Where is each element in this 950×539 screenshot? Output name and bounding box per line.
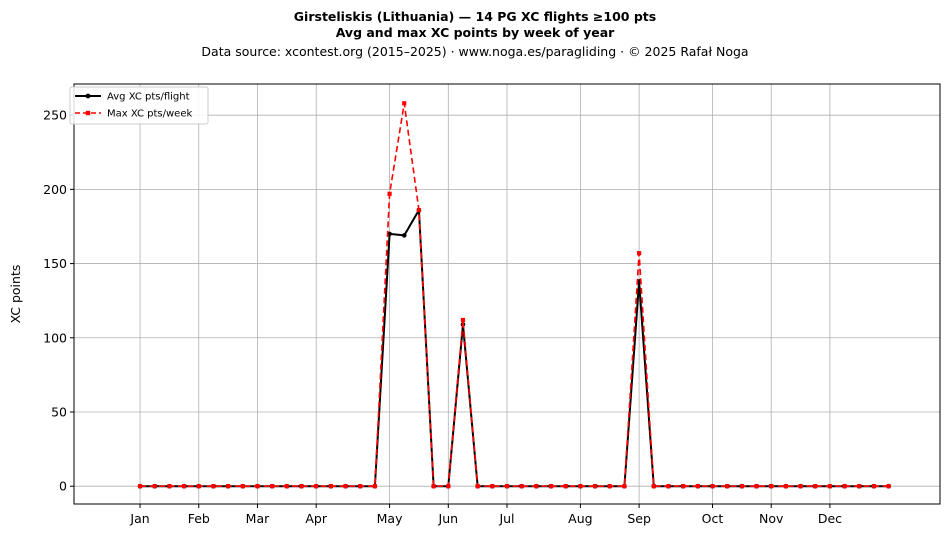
point-avg [401,233,407,238]
x-tick-label: Jul [498,511,514,526]
point-max [240,484,245,489]
point-max [519,484,524,489]
x-tick-label: Oct [702,511,724,526]
point-max [842,484,847,489]
legend: Avg XC pts/flight Max XC pts/week [69,86,209,125]
point-max [181,484,187,489]
series-layer [137,101,891,489]
point-max [137,484,143,489]
point-max [813,484,818,489]
legend-marker-max [85,110,91,116]
x-tick-label: Mar [246,511,270,526]
point-max [710,484,715,489]
y-axis-label: XC points [8,265,23,324]
legend-box [69,86,209,125]
point-max [695,484,700,489]
point-max [416,208,422,213]
point-max [739,484,744,489]
point-max [372,484,377,489]
point-max [196,484,201,489]
y-tick-label: 150 [43,256,67,271]
legend-label-max: Max XC pts/week [107,109,192,120]
point-max [637,251,642,256]
point-max [343,484,348,489]
point-max [299,484,304,489]
y-tick-label: 0 [59,479,67,494]
point-max [328,484,333,489]
point-max [622,484,627,489]
x-tick-label: Feb [188,511,210,526]
point-max [725,484,730,489]
point-max [548,484,554,489]
point-max [504,484,510,489]
point-max [475,484,480,489]
point-max [666,484,671,489]
x-tick-label: Aug [568,511,592,526]
point-max [446,484,451,489]
point-max [270,484,275,489]
legend-marker-avg [85,93,91,99]
y-tick-label: 250 [43,108,67,123]
x-tick-label: Jan [129,511,149,526]
chart-subtitle: Avg and max XC points by week of year [336,25,615,40]
point-max [490,484,495,489]
x-tick-label: Jun [438,511,459,526]
chart-title: Girsteliskis (Lithuania) — 14 PG XC flig… [294,9,656,24]
grid [74,84,940,504]
point-max [783,484,788,489]
point-max [592,484,598,489]
point-max [402,101,407,106]
point-max [387,191,392,196]
x-tick-label: Apr [305,511,327,526]
x-tick-label: Dec [818,511,842,526]
series-line-max [140,102,889,487]
y-tick-label: 200 [43,182,67,197]
point-max [358,484,363,489]
legend-label-avg: Avg XC pts/flight [107,92,190,103]
point-max [871,484,877,489]
point-max [284,484,289,489]
point-max [431,484,436,489]
chart-source: Data source: xcontest.org (2015–2025) · … [201,44,748,59]
x-tick-label: May [377,511,403,526]
point-max [607,484,612,489]
point-max [226,484,231,489]
point-max [798,484,803,489]
ticks: Jan Feb Mar Apr May Jun Jul Aug Sep Oct Nov Dec 0 50 1… [43,108,842,526]
point-max [534,484,539,489]
point-max [211,484,216,489]
point-max [827,484,833,489]
point-max [167,484,172,489]
x-tick-label: Nov [759,511,784,526]
point-max [578,484,583,489]
series-line-avg [140,209,889,488]
point-max [886,484,891,489]
x-tick-label: Sep [627,511,651,526]
point-max [255,484,260,489]
point-max [857,484,862,489]
point-max [314,484,319,489]
point-max [754,484,759,489]
point-max [681,484,686,489]
point-max [152,484,157,489]
y-tick-label: 50 [51,404,67,419]
point-max [769,484,774,489]
y-tick-label: 100 [43,330,67,345]
point-max [651,484,656,489]
point-max [563,484,568,489]
point-max [460,317,466,323]
